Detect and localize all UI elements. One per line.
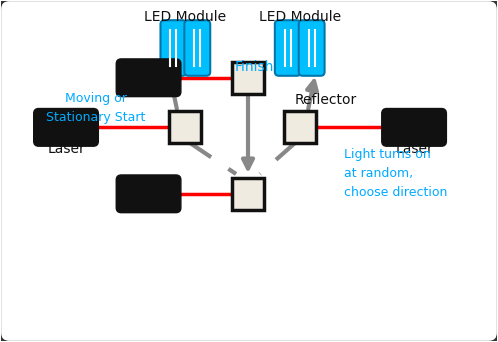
FancyBboxPatch shape [382,108,446,146]
Text: Moving or
Stationary Start: Moving or Stationary Start [46,92,145,123]
FancyBboxPatch shape [299,20,325,76]
Bar [169,111,201,143]
Text: LED Module: LED Module [144,10,227,24]
FancyBboxPatch shape [184,20,210,76]
Text: LED Module: LED Module [258,10,341,24]
FancyBboxPatch shape [116,59,181,96]
Text: Finish: Finish [235,60,274,74]
Bar [284,111,316,143]
Text: Reflector: Reflector [295,93,357,107]
Text: Light turns on
at random,
choose direction: Light turns on at random, choose directi… [345,148,448,199]
FancyBboxPatch shape [275,20,301,76]
FancyBboxPatch shape [34,108,98,146]
Bar [232,178,264,210]
Bar [232,62,264,94]
FancyBboxPatch shape [160,20,186,76]
FancyBboxPatch shape [116,175,181,213]
Text: Laser: Laser [395,142,433,156]
Text: Laser: Laser [47,142,85,156]
